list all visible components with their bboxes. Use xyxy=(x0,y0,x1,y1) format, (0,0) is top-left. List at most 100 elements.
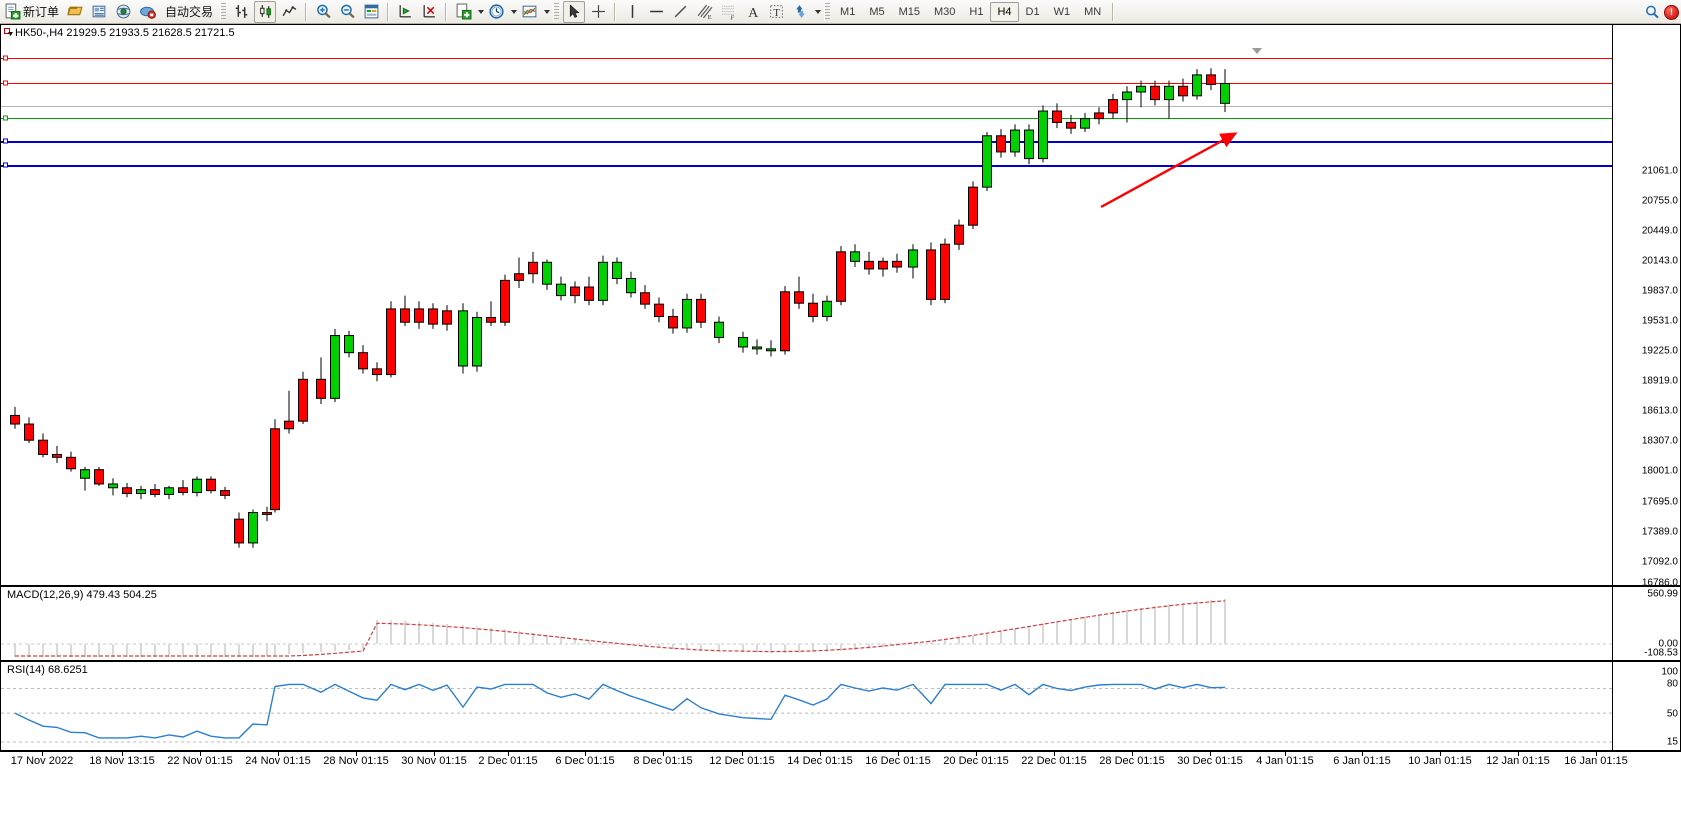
market-button[interactable] xyxy=(136,1,158,23)
price-chart-pane[interactable]: HK50-,H4 21929.5 21933.5 21628.5 21721.5… xyxy=(0,24,1681,589)
time-tick xyxy=(1596,752,1597,756)
clock-icon xyxy=(488,4,504,19)
time-label: 30 Nov 01:15 xyxy=(401,755,467,767)
horizontal-line-button[interactable] xyxy=(645,1,667,23)
auto-trading-button[interactable]: 自动交易 xyxy=(160,1,216,23)
time-tick xyxy=(976,752,977,756)
level-line-support-blue-1[interactable] xyxy=(1,141,1614,143)
fibonacci-button[interactable]: F xyxy=(717,1,739,23)
line-chart-button[interactable] xyxy=(278,1,300,23)
rsi-scale-label: 50 xyxy=(1666,708,1678,720)
text-icon: A xyxy=(748,5,758,20)
zoom-in-button[interactable] xyxy=(312,1,334,23)
equidistant-channel-button[interactable]: E xyxy=(693,1,715,23)
arrows-chevron-down-icon[interactable] xyxy=(815,9,822,14)
toolbar-grip-2[interactable] xyxy=(553,2,560,21)
macd-indicator-pane[interactable]: MACD(12,26,9) 479.43 504.25 560.99 0.00 … xyxy=(0,586,1681,661)
price-scale[interactable]: 21061.0 20755.0 20449.0 20143.0 19837.0 … xyxy=(1612,25,1680,589)
svg-text:E: E xyxy=(707,14,711,20)
timeframe-m15[interactable]: M15 xyxy=(898,5,920,18)
rsi-indicator-pane[interactable]: RSI(14) 68.6251 100 80 50 15 xyxy=(0,661,1681,751)
auto-scroll-button[interactable] xyxy=(418,1,440,23)
zoom-out-button[interactable] xyxy=(336,1,358,23)
level-handle-resistance-upper[interactable] xyxy=(3,55,8,61)
level-handle-support-blue-1[interactable] xyxy=(3,138,8,144)
new-order-icon xyxy=(5,3,21,20)
time-tick xyxy=(585,752,586,756)
rsi-header: RSI(14) 68.6251 xyxy=(7,664,88,676)
chart-workspace: HK50-,H4 21929.5 21933.5 21628.5 21721.5… xyxy=(0,24,1681,814)
cursor-arrow-icon xyxy=(569,4,580,18)
price-scale-label: 17695.0 xyxy=(1641,496,1678,508)
text-button[interactable]: A xyxy=(741,1,763,23)
timeframe-h1[interactable]: H1 xyxy=(969,5,984,18)
channel-icon: E xyxy=(697,4,712,20)
data-window-button[interactable] xyxy=(360,1,382,23)
alert-badge[interactable]: ! xyxy=(1664,4,1679,20)
timeframe-m1[interactable]: M1 xyxy=(840,5,856,18)
timeframe-mn[interactable]: MN xyxy=(1084,5,1102,18)
indicators-chevron-down-icon[interactable] xyxy=(544,9,551,14)
news-button[interactable] xyxy=(88,1,110,23)
period-chevron-down-icon[interactable] xyxy=(511,9,518,14)
timeframe-m30[interactable]: M30 xyxy=(934,5,956,18)
svg-text:A: A xyxy=(748,5,758,20)
time-tick xyxy=(1210,752,1211,756)
timeframe-m5[interactable]: M5 xyxy=(869,5,885,18)
time-scale[interactable]: 17 Nov 2022 18 Nov 13:15 22 Nov 01:15 24 No… xyxy=(0,751,1681,773)
price-scale-label: 20755.0 xyxy=(1641,195,1678,207)
timeframe-w1[interactable]: W1 xyxy=(1053,5,1071,18)
search-button[interactable] xyxy=(1641,1,1663,23)
price-scale-label: 20449.0 xyxy=(1641,225,1678,237)
level-handle-resistance-lower[interactable] xyxy=(3,80,8,86)
period-button[interactable] xyxy=(485,1,507,23)
candlestick-chart-button[interactable] xyxy=(254,0,277,23)
time-label: 12 Dec 01:15 xyxy=(709,755,775,767)
bar-chart-button[interactable] xyxy=(230,1,252,23)
timeframe-d1[interactable]: D1 xyxy=(1025,5,1040,18)
toolbar-separator-5 xyxy=(1112,2,1115,21)
level-handle-support-blue-2[interactable] xyxy=(3,162,8,168)
text-label-button[interactable]: T xyxy=(765,1,787,23)
level-line-support-blue-2[interactable] xyxy=(1,165,1614,167)
level-handle-support-green[interactable] xyxy=(3,115,8,121)
indicators-button[interactable] xyxy=(518,1,540,23)
crosshair-button[interactable] xyxy=(587,1,609,23)
zoom-out-icon xyxy=(340,4,355,19)
new-template-chevron-down-icon[interactable] xyxy=(478,9,485,14)
time-tick xyxy=(508,752,509,756)
candlestick-series xyxy=(10,68,1230,548)
indicators-icon xyxy=(522,5,536,18)
cursor-button[interactable] xyxy=(563,0,586,23)
time-label: 24 Nov 01:15 xyxy=(245,755,311,767)
toolbar-grip-3[interactable] xyxy=(824,2,831,21)
auto-trading-label: 自动交易 xyxy=(165,5,214,19)
level-line-resistance-upper[interactable] xyxy=(1,58,1614,59)
toolbar-right-group: ! xyxy=(1640,0,1679,24)
shift-end-button[interactable] xyxy=(394,1,416,23)
rsi-scale[interactable]: 100 80 50 15 xyxy=(1612,662,1680,750)
timeframe-h4[interactable]: H4 xyxy=(990,1,1019,22)
new-template-button[interactable] xyxy=(452,1,474,23)
chart-object-marker-icon xyxy=(4,28,13,36)
level-line-support-green[interactable] xyxy=(1,118,1614,119)
chart-shift-icon xyxy=(399,5,411,18)
trendline-button[interactable] xyxy=(669,1,691,23)
chart-top-marker-icon xyxy=(1252,48,1262,54)
arrows-button[interactable] xyxy=(789,1,811,23)
macd-scale-label: 560.99 xyxy=(1647,588,1678,600)
history-button[interactable] xyxy=(64,1,86,23)
signals-button[interactable] xyxy=(112,1,134,23)
auto-scroll-icon xyxy=(423,5,435,18)
time-label: 6 Jan 01:15 xyxy=(1333,755,1391,767)
level-line-resistance-lower[interactable] xyxy=(1,83,1614,84)
time-label: 6 Dec 01:15 xyxy=(555,755,615,767)
price-scale-label: 18613.0 xyxy=(1641,405,1678,417)
toolbar-grip-1[interactable] xyxy=(220,2,227,21)
macd-scale-label: -108.53 xyxy=(1644,647,1678,659)
macd-scale[interactable]: 560.99 0.00 -108.53 xyxy=(1612,587,1680,660)
trend-arrow-annotation[interactable] xyxy=(1,25,1614,585)
vertical-line-button[interactable] xyxy=(621,1,643,23)
new-order-button[interactable]: 新订单 xyxy=(1,1,62,23)
new-order-label: 新订单 xyxy=(23,5,60,19)
